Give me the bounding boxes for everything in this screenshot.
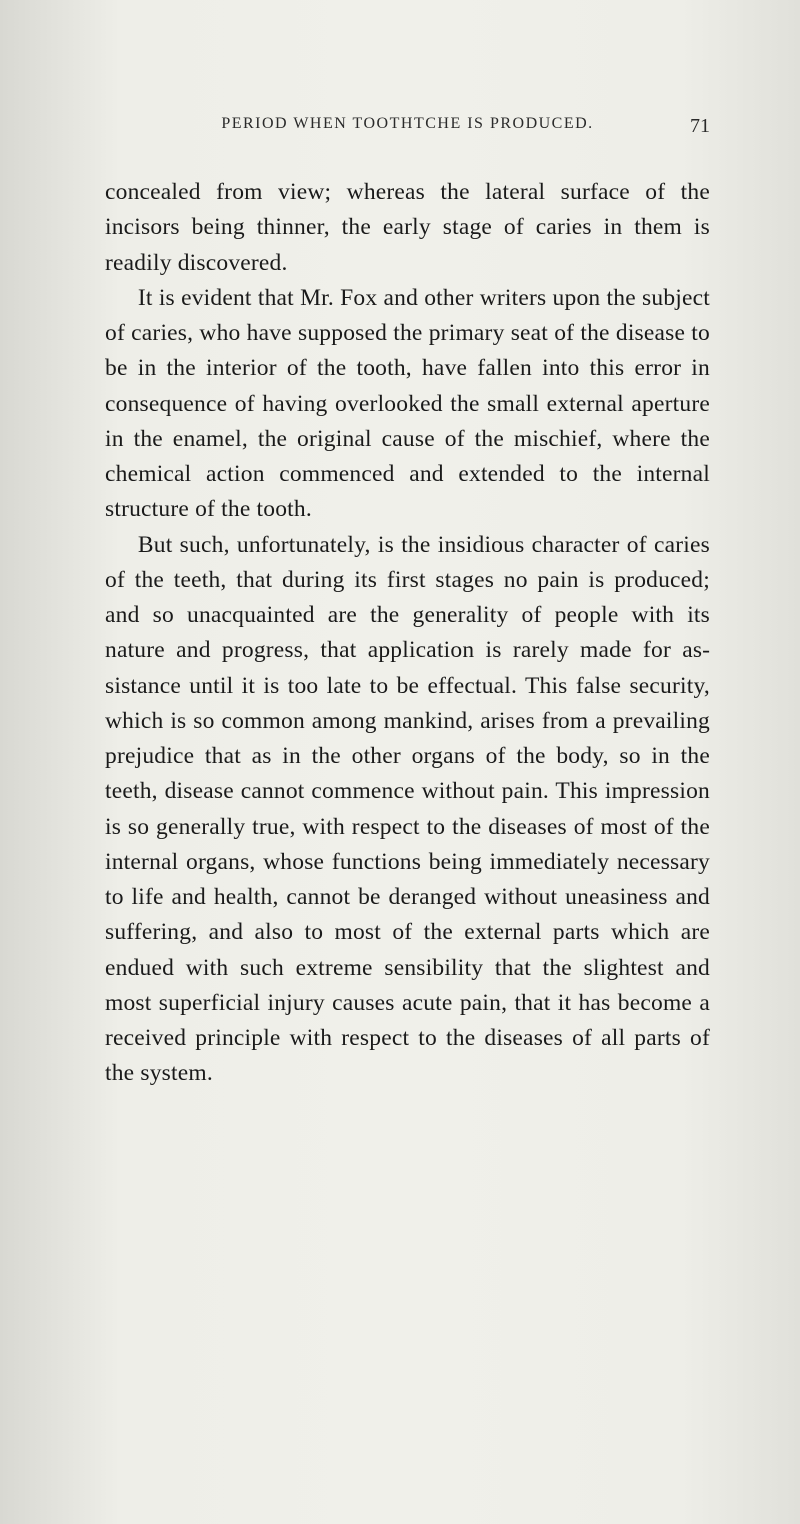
running-title: PERIOD WHEN TOOTHTCHE IS PRODUCED. — [221, 115, 593, 132]
body-text: concealed from view; whereas the lateral… — [105, 175, 710, 1092]
book-page: PERIOD WHEN TOOTHTCHE IS PRODUCED. 71 co… — [0, 0, 800, 1524]
page-number: 71 — [690, 115, 710, 138]
paragraph: concealed from view; whereas the lateral… — [105, 175, 710, 281]
page-header: PERIOD WHEN TOOTHTCHE IS PRODUCED. 71 — [105, 115, 710, 133]
paragraph: But such, unfortunately, is the insidiou… — [105, 528, 710, 1092]
paragraph: It is evident that Mr. Fox and other wri… — [105, 281, 710, 528]
